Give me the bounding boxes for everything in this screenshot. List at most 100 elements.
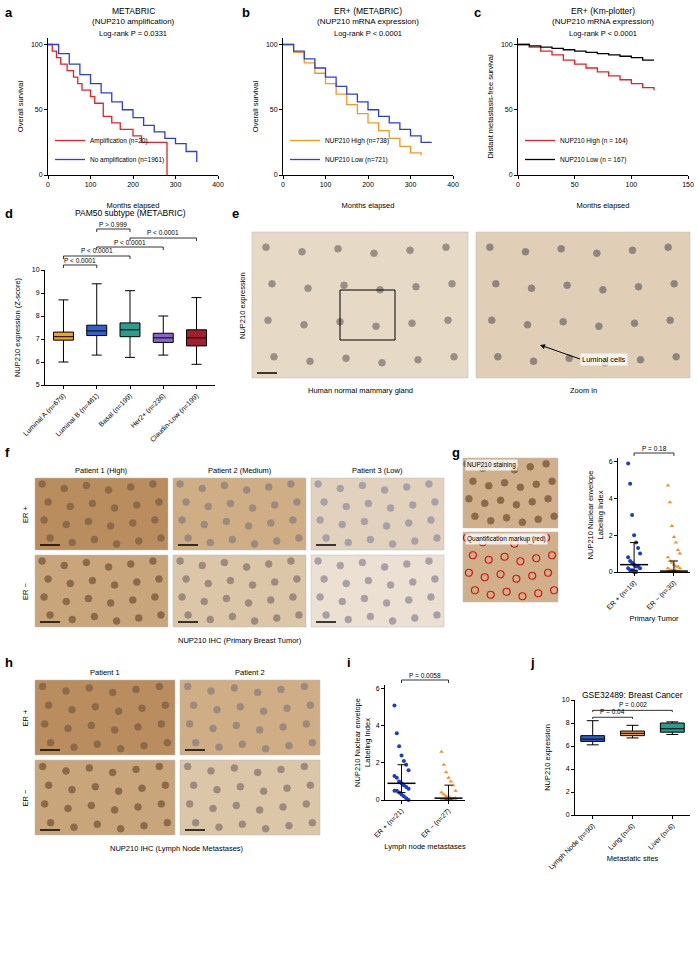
- svg-text:0: 0: [609, 568, 613, 575]
- svg-text:P = 0.04: P = 0.04: [600, 708, 625, 715]
- svg-text:e: e: [232, 206, 239, 221]
- svg-text:0: 0: [39, 171, 43, 178]
- svg-text:8: 8: [566, 719, 570, 726]
- svg-text:NUP210 staining: NUP210 staining: [467, 461, 516, 469]
- svg-text:Luminal cells: Luminal cells: [582, 355, 626, 364]
- svg-text:P < 0.0001: P < 0.0001: [64, 257, 96, 264]
- svg-text:f: f: [5, 445, 10, 460]
- svg-text:300: 300: [405, 181, 417, 188]
- svg-text:Distant metastasis-free surviv: Distant metastasis-free survival: [486, 54, 495, 159]
- svg-text:Human normal mammary gland: Human normal mammary gland: [308, 386, 413, 395]
- svg-text:Basal (n=199): Basal (n=199): [97, 392, 134, 429]
- svg-text:Lymph Node (n=90): Lymph Node (n=90): [547, 822, 596, 871]
- svg-text:h: h: [5, 655, 13, 670]
- svg-text:6: 6: [36, 358, 40, 365]
- svg-text:Amplification (n=20): Amplification (n=20): [90, 137, 148, 145]
- svg-text:0: 0: [509, 171, 513, 178]
- svg-text:0: 0: [46, 181, 50, 188]
- svg-text:Log-rank P < 0.0001: Log-rank P < 0.0001: [334, 29, 402, 38]
- svg-text:NUP210 Nuclear envelopeLabelin: NUP210 Nuclear envelopeLabeling Index: [586, 471, 605, 560]
- svg-text:Patient 1: Patient 1: [90, 668, 120, 677]
- svg-text:j: j: [530, 655, 535, 670]
- svg-text:4: 4: [376, 722, 380, 729]
- svg-text:100: 100: [85, 181, 97, 188]
- svg-text:GSE32489: Breast Cancer: GSE32489: Breast Cancer: [582, 690, 683, 700]
- svg-text:PAM50 subtype (METABRIC): PAM50 subtype (METABRIC): [75, 208, 186, 218]
- svg-text:100: 100: [320, 181, 332, 188]
- svg-text:Metastatic sites: Metastatic sites: [607, 854, 659, 863]
- svg-text:Her2+ (n=236): Her2+ (n=236): [129, 392, 167, 430]
- svg-text:4: 4: [609, 495, 613, 502]
- svg-text:a: a: [5, 5, 13, 20]
- svg-text:Overall survival: Overall survival: [251, 81, 260, 133]
- svg-text:Patient 2: Patient 2: [235, 668, 265, 677]
- svg-text:Zoom in: Zoom in: [570, 386, 597, 395]
- svg-text:Liver (n=6): Liver (n=6): [647, 822, 676, 851]
- svg-text:P < 0.0001: P < 0.0001: [114, 239, 146, 246]
- svg-text:ER +: ER +: [21, 709, 30, 727]
- svg-text:0: 0: [566, 811, 570, 818]
- svg-text:NUP210 Nuclear envelopeLabelin: NUP210 Nuclear envelopeLabeling Index: [353, 698, 372, 787]
- svg-text:5: 5: [36, 381, 40, 388]
- svg-text:Lymph node metastases: Lymph node metastases: [384, 842, 466, 851]
- svg-text:NUP210 Low (n = 167): NUP210 Low (n = 167): [560, 156, 626, 164]
- svg-text:ER −: ER −: [21, 582, 30, 600]
- svg-text:P > 0.999: P > 0.999: [99, 221, 127, 228]
- svg-text:ER + (n=19): ER + (n=19): [605, 579, 638, 612]
- svg-text:0: 0: [516, 181, 520, 188]
- svg-text:NUP210 IHC (Lymph Node Metasta: NUP210 IHC (Lymph Node Metastases): [110, 844, 244, 853]
- svg-text:Months elapsed: Months elapsed: [342, 201, 395, 210]
- svg-text:No amplification (n=1961): No amplification (n=1961): [90, 156, 164, 164]
- svg-text:0: 0: [376, 796, 380, 803]
- svg-text:4: 4: [566, 765, 570, 772]
- svg-text:100: 100: [625, 181, 637, 188]
- svg-text:10: 10: [32, 266, 40, 273]
- svg-text:ER +: ER +: [21, 505, 30, 523]
- svg-text:Luminal A (n=679): Luminal A (n=679): [22, 392, 68, 438]
- svg-text:c: c: [474, 5, 481, 20]
- svg-text:Claudin-Low (n=199): Claudin-Low (n=199): [149, 392, 201, 444]
- svg-text:NUP210 High (n = 164): NUP210 High (n = 164): [560, 137, 628, 145]
- svg-text:Patient 3 (Low): Patient 3 (Low): [352, 466, 403, 475]
- svg-text:P = 0.002: P = 0.002: [619, 701, 647, 708]
- svg-text:100: 100: [501, 41, 513, 48]
- svg-text:2: 2: [566, 788, 570, 795]
- svg-text:400: 400: [447, 181, 459, 188]
- svg-text:(NUP210 mRNA expression): (NUP210 mRNA expression): [552, 17, 654, 26]
- svg-text:100: 100: [266, 41, 278, 48]
- svg-text:6: 6: [376, 685, 380, 692]
- svg-text:150: 150: [682, 181, 694, 188]
- svg-text:g: g: [452, 445, 460, 460]
- svg-text:300: 300: [170, 181, 182, 188]
- svg-text:P < 0.0001: P < 0.0001: [81, 247, 113, 254]
- svg-text:Months elapsed: Months elapsed: [577, 201, 630, 210]
- svg-text:NUP210 Low (n=721): NUP210 Low (n=721): [325, 156, 388, 164]
- svg-text:P < 0.0001: P < 0.0001: [147, 229, 179, 236]
- svg-text:2: 2: [376, 759, 380, 766]
- svg-text:50: 50: [270, 106, 278, 113]
- svg-text:6: 6: [609, 458, 613, 465]
- svg-text:ER + (n=21): ER + (n=21): [373, 807, 406, 840]
- svg-text:7: 7: [36, 335, 40, 342]
- svg-text:ER+ (METABRIC): ER+ (METABRIC): [334, 6, 402, 16]
- svg-text:Patient 1 (High): Patient 1 (High): [75, 466, 128, 475]
- svg-text:ER −: ER −: [21, 789, 30, 807]
- svg-text:b: b: [242, 5, 250, 20]
- svg-text:Primary Tumor: Primary Tumor: [629, 614, 679, 623]
- svg-text:Log-rank P < 0.0001: Log-rank P < 0.0001: [569, 29, 637, 38]
- svg-text:0: 0: [274, 171, 278, 178]
- svg-text:Patient 2 (Medium): Patient 2 (Medium): [208, 466, 272, 475]
- svg-text:400: 400: [212, 181, 224, 188]
- svg-text:200: 200: [127, 181, 139, 188]
- svg-text:Lung (n=6): Lung (n=6): [607, 822, 637, 852]
- svg-text:50: 50: [571, 181, 579, 188]
- svg-text:ER − (n=27): ER − (n=27): [420, 807, 453, 840]
- svg-text:(NUP210 amplification): (NUP210 amplification): [92, 17, 175, 26]
- svg-text:10: 10: [562, 696, 570, 703]
- svg-text:100: 100: [31, 41, 43, 48]
- svg-text:Quantification markup (red): Quantification markup (red): [467, 535, 546, 543]
- svg-text:NUP210 expression (Z-score): NUP210 expression (Z-score): [13, 277, 22, 377]
- svg-text:Log-rank P = 0.0331: Log-rank P = 0.0331: [99, 29, 167, 38]
- svg-text:9: 9: [36, 289, 40, 296]
- svg-text:P = 0.18: P = 0.18: [642, 445, 667, 452]
